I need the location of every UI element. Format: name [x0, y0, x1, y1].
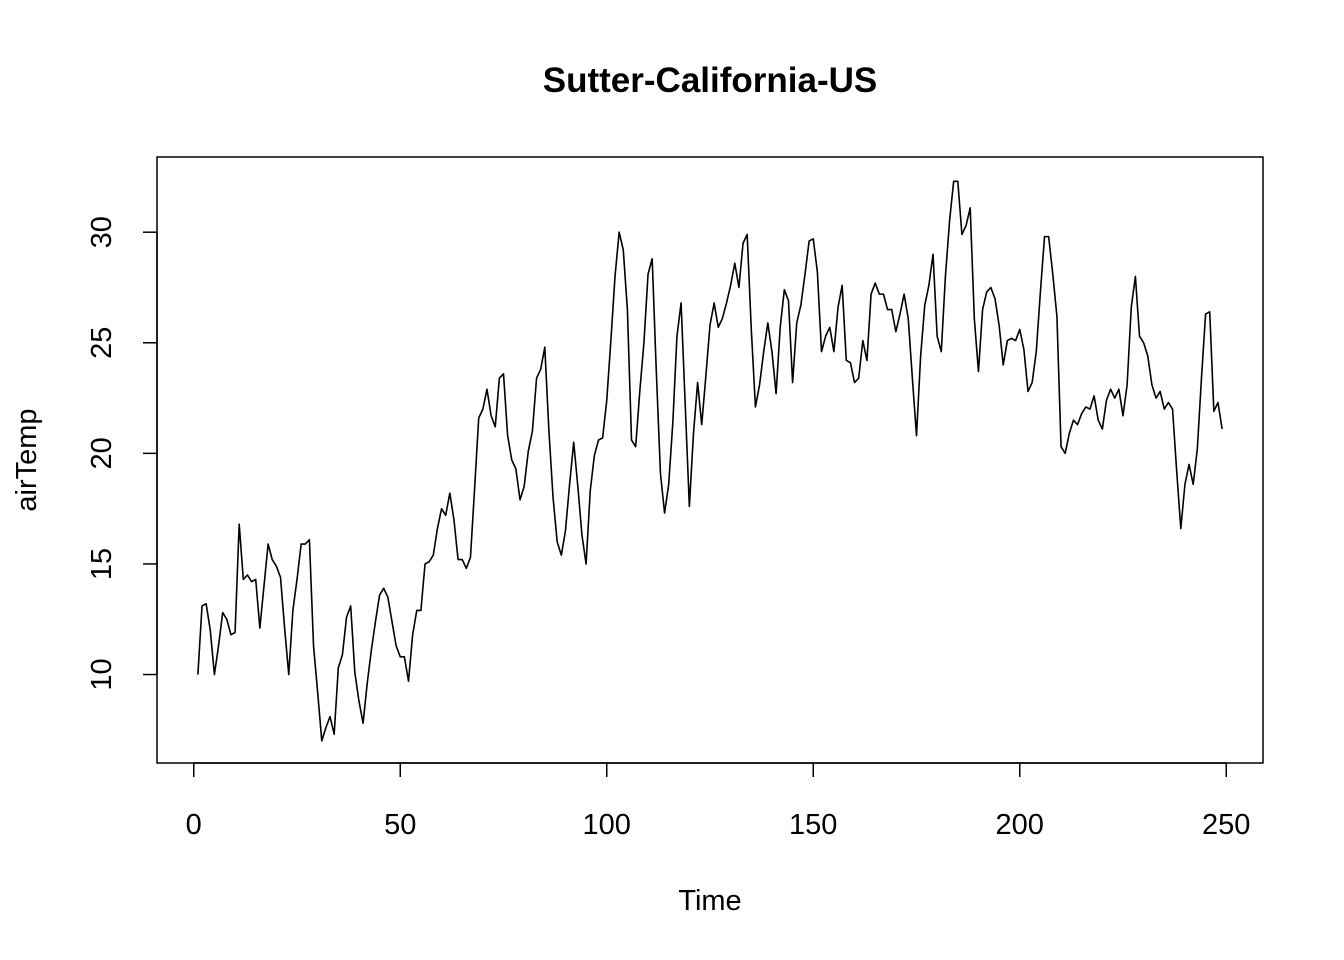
chart-title: Sutter-California-US [543, 61, 877, 100]
x-tick-label: 200 [996, 809, 1044, 841]
y-axis: 10 15 20 25 30 [86, 216, 158, 691]
y-tick-label: 25 [86, 327, 118, 359]
x-tick-label: 150 [789, 809, 837, 841]
y-tick-label: 30 [86, 216, 118, 248]
x-tick-label: 0 [186, 809, 202, 841]
x-tick-label: 50 [384, 809, 416, 841]
x-axis: 0 50 100 150 200 250 [186, 762, 1250, 841]
x-tick-label: 100 [583, 809, 631, 841]
y-tick-label: 20 [86, 437, 118, 469]
series-line-airtemp [197, 180, 1223, 742]
y-tick-label: 15 [86, 548, 118, 580]
y-tick-label: 10 [86, 658, 118, 690]
series-layer [197, 180, 1223, 742]
y-axis-label: airTemp [11, 408, 43, 511]
x-axis-label: Time [678, 885, 741, 917]
x-tick-label: 250 [1202, 809, 1250, 841]
plot-area-frame [156, 156, 1264, 764]
